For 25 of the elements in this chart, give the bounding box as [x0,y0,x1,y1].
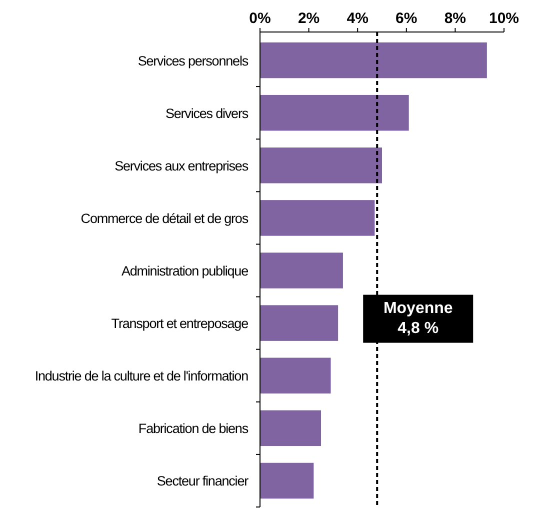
y-tick-label: Administration publique [121,264,248,278]
y-tick-label: Transport et entreposage [111,316,248,332]
y-tick-label: Services personnels [138,53,249,68]
x-tick-label: 2% [298,10,320,27]
bar [260,94,409,131]
bar [260,252,343,288]
bar [260,358,331,394]
x-tick-label: 10% [488,10,520,27]
bar [260,200,375,236]
x-tick-label: 4% [346,10,368,27]
ref-line-label: Moyenne 4,8 % [383,300,453,337]
y-tick-label: Industrie de la culture et de l'information [34,368,248,384]
x-tick-label: 8% [444,10,466,27]
bar [260,410,321,446]
y-tick-label: Services divers [165,106,249,121]
y-tick-label: Services aux entreprises [114,158,249,174]
y-tick-label: Fabrication de biens [138,421,249,436]
bar [260,148,382,184]
y-tick-label: Secteur financier [156,474,250,489]
bar [260,305,338,341]
bar [260,42,487,78]
x-tick-label: 0% [249,10,271,27]
x-tick-label: 6% [396,10,418,27]
y-tick-label: Commerce de détail et de gros [80,210,249,226]
bar [260,462,314,499]
